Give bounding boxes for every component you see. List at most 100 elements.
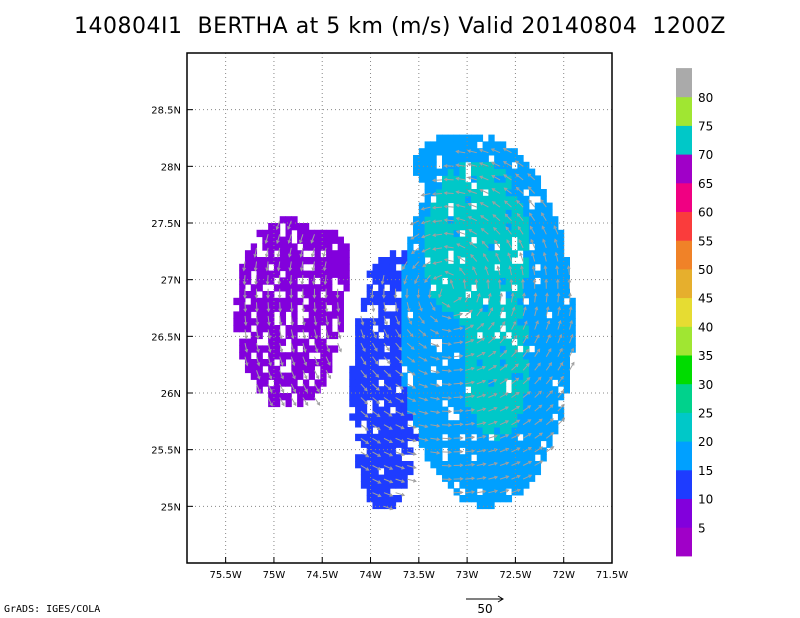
wind-speed-cell [453,372,460,380]
wind-speed-cell [476,257,484,265]
wind-vector [468,203,477,208]
wind-speed-cell [430,263,437,272]
wind-speed-cell [279,311,287,319]
wind-vector-head [516,488,521,493]
wind-speed-cell [488,270,495,278]
wind-vector-head [380,280,385,285]
wind-vector-head [411,359,416,363]
wind-speed-cell [378,263,385,272]
wind-speed-cell [517,488,524,496]
wind-vector-head [534,306,539,311]
wind-vector [503,161,512,167]
wind-speed-cell [523,427,530,435]
wind-vector [527,173,536,181]
wind-speed-cell [523,467,530,476]
wind-speed-cell [470,311,478,319]
wind-speed-cell [528,182,536,190]
wind-speed-cell [534,202,542,210]
wind-speed-cell [291,331,298,340]
wind-vector [476,352,486,358]
wind-speed-cell [494,175,501,183]
wind-speed-cell [360,461,368,469]
colorbar-segment [676,527,692,557]
wind-speed-cell [488,427,495,435]
wind-speed-cell [517,454,524,462]
wind-vector [544,266,547,276]
wind-speed-cell [459,297,466,306]
wind-speed-cell [384,440,391,448]
wind-speed-cell [499,189,507,197]
colorbar-label: 45 [698,292,713,306]
wind-speed-cell [546,413,553,421]
wind-speed-cell [250,345,258,353]
wind-vector-head [560,375,564,380]
wind-vector [407,410,416,415]
wind-speed-cell [482,277,489,285]
wind-vector-head [422,263,427,268]
wind-vector-head [549,404,554,408]
wind-speed-cell [488,223,495,231]
colorbar-label: 35 [698,349,713,363]
wind-vector-head [459,395,464,400]
wind-speed-cell [465,155,472,163]
wind-speed-cell [378,386,385,394]
wind-speed-cell [424,372,431,380]
wind-vector [429,302,436,311]
wind-vector [372,302,375,312]
wind-vector [407,437,416,442]
wind-speed-cell [523,420,530,428]
wind-vector-head [492,350,497,355]
wind-speed-cell [459,427,466,435]
wind-speed-cell [482,257,489,265]
wind-speed-cell [256,270,263,278]
wind-vector-head [420,193,425,197]
wind-speed-cell [430,427,437,435]
wind-speed-cell [459,467,466,476]
wind-vector-head [538,418,543,423]
wind-vector [325,302,328,312]
wind-speed-cell [331,311,339,319]
wind-vector [418,315,425,324]
wind-speed-cell [430,148,437,156]
wind-vector [430,329,439,335]
wind-vector [422,261,431,268]
wind-speed-cell [384,399,391,408]
wind-speed-cell [546,270,553,278]
wind-vector-head [489,307,494,312]
wind-speed-cell [418,399,426,408]
wind-speed-cell [476,318,484,326]
wind-vector-head [278,321,283,326]
wind-vector [300,261,304,271]
wind-speed-cell [476,467,484,476]
wind-vector-head [255,335,260,340]
wind-speed-cell [534,427,542,435]
wind-speed-cell [476,345,484,353]
wind-speed-cell [494,168,501,176]
wind-vector [568,266,570,276]
wind-vector-head [456,243,461,247]
wind-speed-cell [505,359,513,367]
wind-speed-cell [528,338,536,346]
wind-speed-cell [366,481,373,489]
wind-speed-cell [418,352,426,360]
wind-speed-cell [360,467,368,476]
wind-vector-head [500,306,505,311]
wind-speed-cell [488,134,495,142]
wind-speed-cell [465,277,472,285]
wind-speed-cell [413,406,420,414]
wind-speed-cell [494,270,501,278]
wind-vector-head [401,465,406,470]
wind-vector [337,342,342,352]
wind-speed-cell [424,270,431,278]
wind-vector-head [455,149,460,154]
wind-speed-cell [494,420,501,428]
wind-speed-cell [302,304,310,312]
wind-speed-cell [453,359,460,367]
wind-speed-cell [239,297,246,306]
wind-speed-cell [430,270,437,278]
wind-speed-cell [552,229,559,238]
wind-speed-cell [378,291,385,299]
wind-speed-cell [407,359,414,367]
wind-speed-cell [239,263,246,272]
wind-speed-cell [476,189,484,197]
